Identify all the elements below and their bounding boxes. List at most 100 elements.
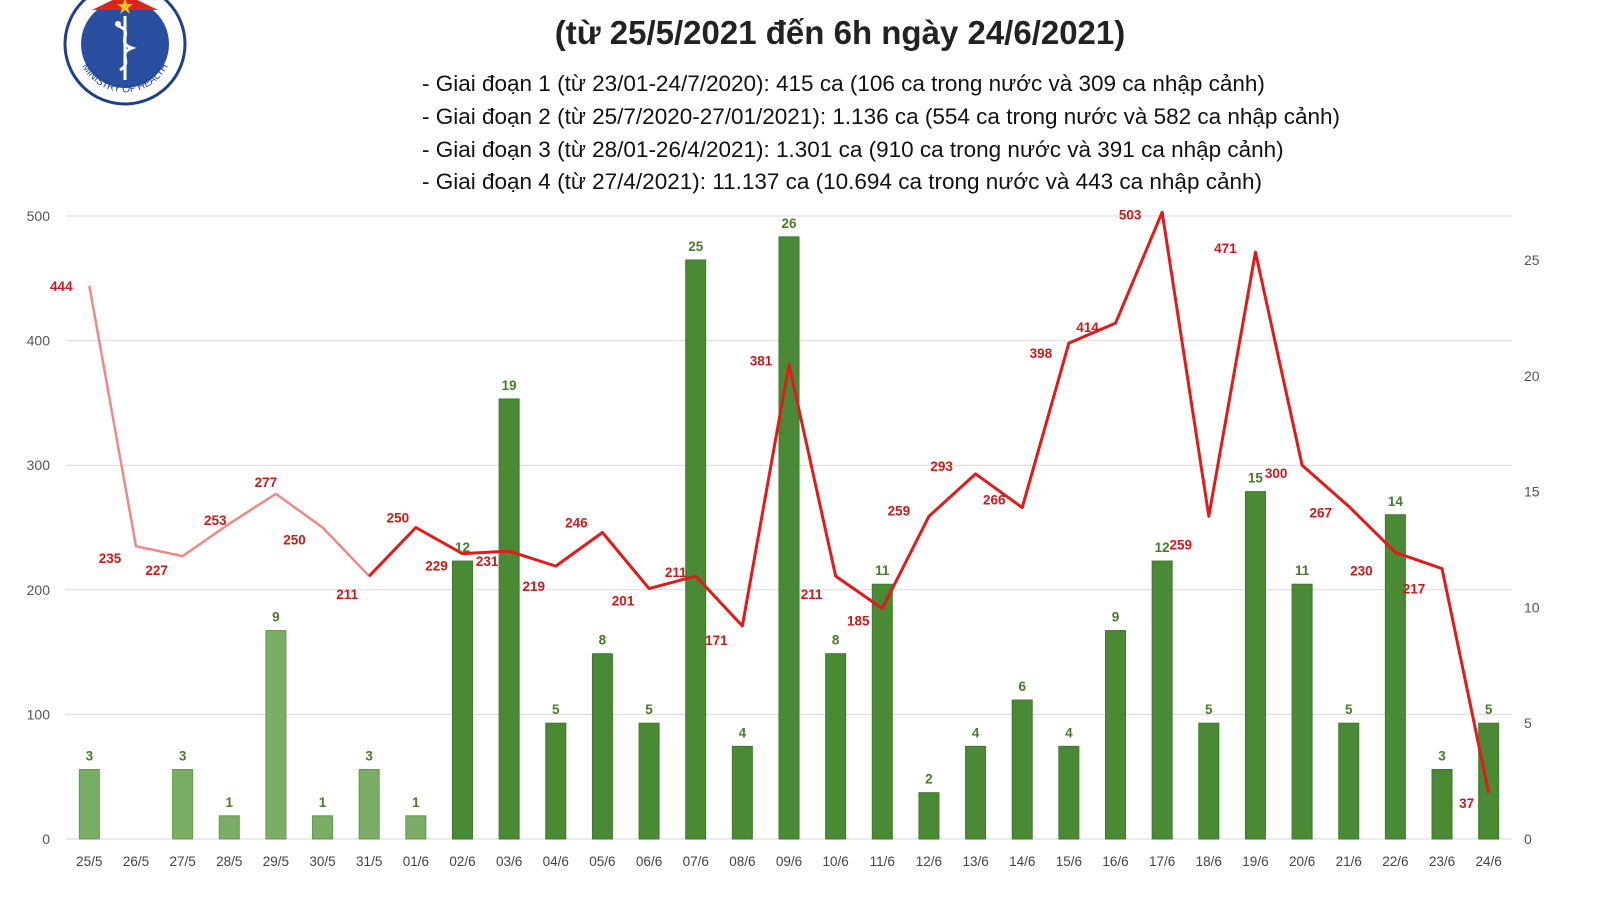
ministry-of-health-logo: MINISTRY OF HEALTH: [63, 0, 187, 106]
bar-value-label: 5: [1345, 702, 1353, 717]
x-axis-tick-label: 07/6: [683, 854, 709, 869]
x-axis-tick-label: 03/6: [496, 854, 522, 869]
bar-value-label: 12: [455, 540, 470, 555]
line-value-label: 230: [1350, 563, 1373, 578]
line-value-label: 227: [145, 563, 168, 578]
right-axis-tick: 15: [1524, 484, 1540, 500]
line-value-label: 277: [255, 475, 278, 490]
line-value-label: 185: [847, 613, 870, 628]
right-axis-tick: 25: [1524, 252, 1540, 268]
line-value-label: 503: [1119, 207, 1142, 222]
line-value-label: 267: [1309, 505, 1332, 520]
left-axis-tick: 200: [27, 582, 51, 598]
bar: [218, 815, 240, 840]
bar-value-label: 12: [1155, 540, 1170, 555]
line-value-label: 398: [1030, 346, 1053, 361]
bar-value-label: 1: [319, 795, 327, 810]
bar-value-label: 14: [1388, 494, 1404, 509]
bar: [405, 815, 427, 840]
bar: [1058, 745, 1080, 840]
x-axis-tick-label: 22/6: [1382, 854, 1408, 869]
chart-title: (từ 25/5/2021 đến 6h ngày 24/6/2021): [554, 14, 1126, 51]
x-axis-tick-label: 14/6: [1009, 854, 1035, 869]
bar: [1198, 722, 1220, 840]
bar: [1105, 630, 1127, 840]
line-value-label: 201: [612, 594, 635, 609]
line-value-label: 235: [99, 551, 122, 566]
bar-value-label: 6: [1018, 679, 1026, 694]
bar-value-label: 1: [226, 795, 234, 810]
line-value-label: 211: [665, 565, 687, 580]
line-value-label: 211: [336, 587, 358, 602]
bar: [1478, 722, 1500, 840]
bar: [498, 398, 520, 840]
x-axis-tick-label: 01/6: [403, 854, 429, 869]
bar-value-label: 2: [925, 772, 933, 787]
bar-value-label: 3: [1438, 749, 1446, 764]
case-line-early: [88, 285, 417, 578]
line-value-label: 471: [1214, 241, 1237, 256]
data-labels: 3 319131121958525426811246491251511514354…: [50, 207, 1493, 811]
bar-value-label: 19: [502, 378, 517, 393]
bar-value-label: 11: [1295, 563, 1310, 578]
x-axis-tick-label: 09/6: [776, 854, 802, 869]
x-axis-tick-label: 15/6: [1056, 854, 1082, 869]
bar: [871, 583, 893, 840]
bar: [172, 769, 194, 840]
bar: [638, 722, 660, 840]
left-axis-tick: 0: [42, 831, 50, 847]
bar: [1151, 560, 1173, 840]
bar-value-label: 4: [972, 725, 980, 740]
stage-4-summary: - Giai đoạn 4 (từ 27/4/2021): 11.137 ca …: [422, 169, 1262, 195]
x-axis-tick-label: 25/5: [76, 854, 102, 869]
x-axis-tick-label: 12/6: [916, 854, 942, 869]
x-axis-tick-label: 18/6: [1196, 854, 1222, 869]
bar-value-label: 9: [272, 610, 280, 625]
line-value-label: 300: [1265, 466, 1288, 481]
x-axis-tick-label: 30/5: [309, 854, 335, 869]
bar-value-label: 3: [179, 749, 187, 764]
line-value-label: 231: [476, 554, 499, 569]
bar: [358, 769, 380, 840]
x-axis-tick-label: 17/6: [1149, 854, 1175, 869]
x-axis-tick-label: 24/6: [1476, 854, 1502, 869]
bar: [918, 792, 940, 840]
x-axis-tick-label: 26/5: [123, 854, 149, 869]
stage-1-summary: - Giai đoạn 1 (từ 23/01-24/7/2020): 415 …: [422, 71, 1265, 96]
x-axis-tick-label: 23/6: [1429, 854, 1455, 869]
x-axis-tick-label: 27/5: [169, 854, 195, 869]
bar: [265, 630, 287, 840]
x-axis-tick-label: 04/6: [543, 854, 569, 869]
x-axis-tick-label: 19/6: [1242, 854, 1268, 869]
x-axis-tick-label: 16/6: [1102, 854, 1128, 869]
bar: [1384, 514, 1406, 840]
x-axis-tick-label: 29/5: [263, 854, 289, 869]
line-value-label: 266: [983, 493, 1006, 508]
left-axis-tick: 400: [27, 333, 51, 349]
bar-value-label: 8: [599, 633, 607, 648]
bar: [685, 259, 707, 840]
line-value-label: 253: [204, 513, 227, 528]
line-value-label: 229: [425, 559, 448, 574]
x-axis-tick-label: 06/6: [636, 854, 662, 869]
right-axis-tick: 20: [1524, 368, 1540, 384]
bar-value-label: 8: [832, 633, 840, 648]
x-axis-tick-label: 08/6: [729, 854, 755, 869]
line-value-label: 381: [750, 353, 773, 368]
line-value-label: 259: [888, 503, 911, 518]
right-axis-tick: 10: [1524, 599, 1540, 615]
line-value-label: 293: [930, 459, 953, 474]
line-value-label: 250: [283, 533, 306, 548]
bar: [545, 722, 567, 840]
bar-value-label: 3: [365, 749, 373, 764]
bar: [825, 653, 847, 840]
line-value-label: 211: [801, 587, 823, 602]
left-axis-tick: 500: [27, 208, 51, 224]
bar-value-label: 1: [412, 795, 420, 810]
bar: [731, 745, 753, 840]
x-axis-tick-label: 13/6: [962, 854, 988, 869]
bar: [1011, 699, 1033, 840]
bar-value-label: 4: [739, 725, 747, 740]
